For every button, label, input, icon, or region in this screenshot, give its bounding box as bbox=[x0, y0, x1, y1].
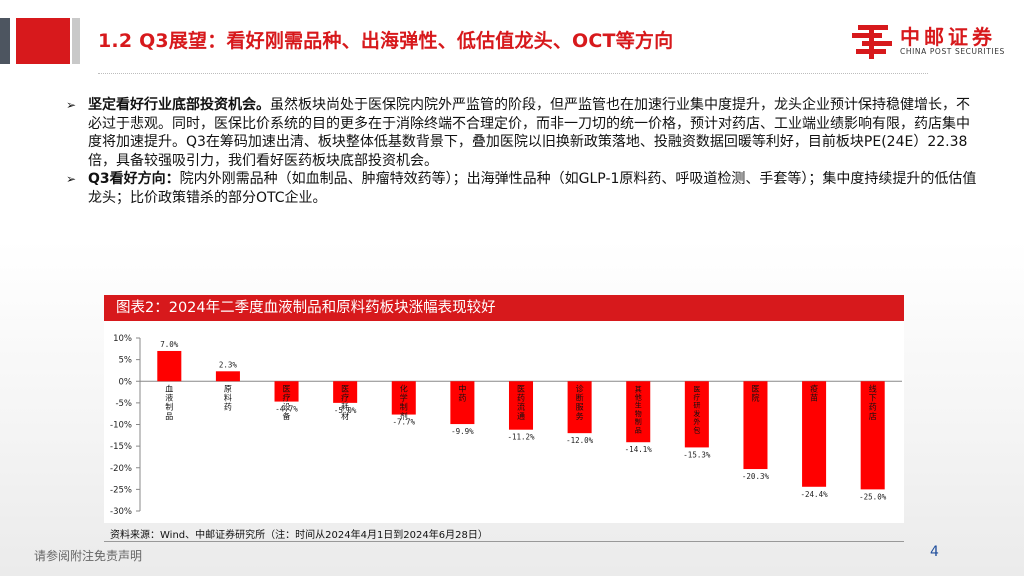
bar bbox=[450, 381, 475, 425]
bar-value-label: 7.0% bbox=[160, 340, 179, 349]
title-divider bbox=[98, 73, 928, 74]
logo-chinese-name: 中邮证券 bbox=[900, 25, 996, 49]
china-post-logo-icon bbox=[852, 25, 892, 59]
y-tick-label: 0% bbox=[119, 377, 133, 387]
bar-value-label: -20.3% bbox=[742, 472, 770, 481]
category-label: 其他生物制品 bbox=[635, 385, 642, 434]
bar-value-label: -12.0% bbox=[566, 436, 594, 445]
category-label: 诊断服务 bbox=[576, 383, 584, 421]
bar bbox=[508, 381, 534, 430]
bullet-lead: Q3看好方向： bbox=[88, 171, 180, 188]
y-tick-label: 10% bbox=[113, 334, 132, 344]
y-tick-label: -30% bbox=[110, 507, 132, 517]
bar bbox=[215, 371, 240, 382]
bar-value-label: -24.4% bbox=[801, 490, 829, 499]
chart-source-note: 资料来源：Wind、中邮证券研究所（注：时间从2024年4月1日到2024年6月… bbox=[110, 530, 488, 541]
bar-value-label: -5.0% bbox=[334, 406, 357, 415]
category-label: 化学制剂 bbox=[400, 383, 408, 421]
bullet-text: 虽然板块尚处于医保院内院外严监管的阶段，但严监管也在加速行业集中度提升，龙头企业… bbox=[88, 97, 970, 169]
category-label: 医院 bbox=[751, 384, 759, 402]
bar-value-label: -7.7% bbox=[392, 418, 415, 427]
bullet-item: ➢ Q3看好方向：院内外刚需品种（如血制品、肿瘤特效药等）；出海弹性品种（如GL… bbox=[66, 170, 981, 207]
bar bbox=[274, 381, 299, 402]
category-label: 医疗设备 bbox=[283, 384, 291, 421]
category-label: 疫苗 bbox=[810, 383, 818, 402]
bar-value-label: 2.3% bbox=[219, 360, 238, 369]
bar bbox=[567, 381, 592, 434]
bar bbox=[157, 350, 182, 382]
category-label: 医疗研发外包 bbox=[693, 385, 700, 434]
company-logo: 中邮证券 CHINA POST SECURITIES bbox=[852, 21, 1012, 61]
bar bbox=[333, 381, 358, 403]
bullet-list: ➢ 坚定看好行业底部投资机会。虽然板块尚处于医保院内院外严监管的阶段，但严监管也… bbox=[66, 96, 981, 208]
chart-canvas: 10% 5% 0% -5% -10% -15% -20% -25% -30% 7.0% 血液制品 2.… bbox=[110, 334, 902, 517]
chart-bottom-rule bbox=[104, 541, 904, 542]
bar-value-label: -25.0% bbox=[859, 492, 887, 501]
y-tick-label: -15% bbox=[110, 442, 132, 452]
bar-value-label: -9.9% bbox=[451, 427, 474, 436]
logo-english-name: CHINA POST SECURITIES bbox=[900, 47, 1005, 56]
page-title: 1.2 Q3展望：看好刚需品种、出海弹性、低估值龙头、OCT等方向 bbox=[98, 30, 674, 52]
title-accent-gray bbox=[72, 18, 80, 64]
category-label: 医疗耗材 bbox=[341, 384, 349, 421]
bar-value-label: -4.7% bbox=[275, 405, 298, 414]
bar bbox=[860, 381, 885, 490]
bar bbox=[802, 381, 827, 487]
y-tick-label: 5% bbox=[119, 356, 133, 366]
y-tick-label: -25% bbox=[110, 485, 132, 495]
bar-value-label: -11.2% bbox=[507, 433, 535, 442]
bar bbox=[684, 381, 709, 448]
title-accent-red bbox=[16, 18, 70, 64]
arrow-bullet-icon: ➢ bbox=[66, 98, 77, 112]
arrow-bullet-icon: ➢ bbox=[66, 172, 77, 187]
bar-chart: 10% 5% 0% -5% -10% -15% -20% -25% -30% 7.0% 血液制品 2.… bbox=[104, 321, 904, 523]
category-label: 线下药店 bbox=[869, 383, 877, 421]
chart-header: 图表2：2024年二季度血液制品和原料药板块涨幅表现较好 bbox=[104, 295, 904, 321]
page-number: 4 bbox=[930, 544, 939, 560]
bar-value-label: -14.1% bbox=[625, 445, 653, 454]
bar bbox=[626, 381, 651, 443]
bullet-item: ➢ 坚定看好行业底部投资机会。虽然板块尚处于医保院内院外严监管的阶段，但严监管也… bbox=[66, 96, 981, 170]
bar bbox=[391, 381, 416, 415]
y-tick-label: -5% bbox=[115, 399, 132, 409]
title-accent-dark bbox=[0, 18, 10, 64]
bullet-lead: 坚定看好行业底部投资机会。 bbox=[88, 97, 270, 113]
bullet-text: 院内外刚需品种（如血制品、肿瘤特效药等）；出海弹性品种（如GLP-1原料药、呼吸… bbox=[88, 171, 977, 206]
y-tick-label: -20% bbox=[110, 464, 132, 474]
category-label: 原料药 bbox=[224, 384, 232, 411]
bar-value-label: -15.3% bbox=[683, 450, 711, 459]
category-label: 血液制品 bbox=[165, 383, 173, 421]
category-label: 中药 bbox=[458, 383, 466, 402]
y-tick-label: -10% bbox=[110, 421, 132, 431]
category-label: 医药流通 bbox=[517, 384, 525, 421]
disclaimer-note: 请参阅附注免责声明 bbox=[34, 549, 143, 563]
bar bbox=[743, 381, 768, 470]
